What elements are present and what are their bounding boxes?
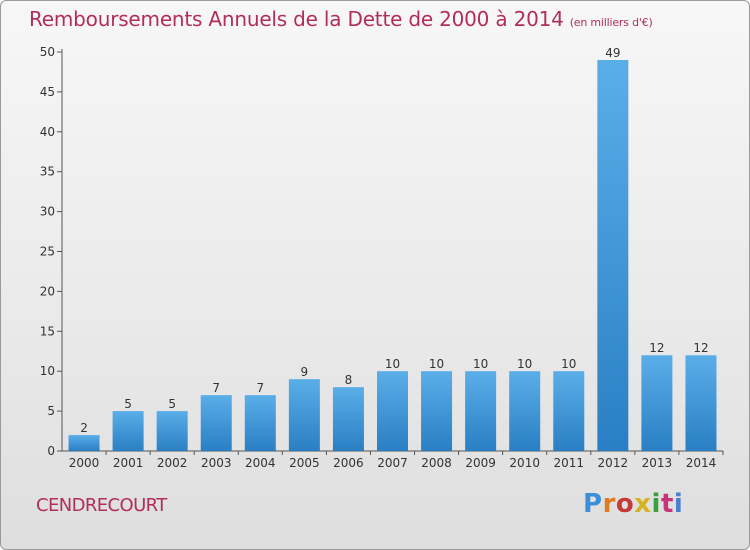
logo-letter: i — [651, 489, 661, 519]
y-tick-label: 5 — [47, 404, 55, 418]
logo-letter: t — [660, 489, 674, 519]
data-label-2003: 7 — [212, 381, 220, 395]
bar-2006 — [332, 387, 364, 451]
bar-2004 — [244, 395, 276, 451]
x-tick-label-2004: 2004 — [245, 456, 276, 470]
data-label-2013: 12 — [649, 341, 664, 355]
chart-subtitle: (en milliers d'€) — [569, 16, 653, 29]
bar-2007 — [377, 371, 408, 451]
labels: 2000 2 2001 5 2002 5 2003 7 2004 7 2005 9 2006 8 2007 1… — [69, 46, 716, 470]
logo-letter: i — [673, 489, 684, 519]
x-tick-label-2003: 2003 — [201, 456, 232, 470]
bar-2013 — [641, 355, 673, 451]
data-label-2001: 5 — [124, 397, 132, 411]
y-tick-label: 45 — [40, 85, 55, 99]
city-name: CENDRECOURT — [36, 495, 167, 516]
x-tick-label-2006: 2006 — [333, 456, 364, 470]
proxiti-logo: Proxiti — [583, 489, 683, 519]
x-tick-label-2009: 2009 — [465, 456, 496, 470]
logo-letter: o — [615, 489, 635, 519]
data-label-2005: 9 — [301, 365, 309, 379]
x-tick-label-2012: 2012 — [598, 456, 629, 470]
bar-2005 — [288, 379, 320, 451]
x-tick-label-2010: 2010 — [509, 456, 540, 470]
logo-letter: r — [602, 489, 616, 519]
bar-2010 — [509, 371, 541, 451]
x-tick-label-2011: 2011 — [553, 456, 584, 470]
y-tick-label: 10 — [40, 364, 55, 378]
x-tick-label-2014: 2014 — [686, 456, 717, 470]
x-tick-label-2002: 2002 — [157, 456, 188, 470]
y-tick-label: 15 — [40, 324, 55, 338]
bar-2008 — [421, 371, 453, 451]
data-label-2002: 5 — [168, 397, 176, 411]
bar-2000 — [68, 435, 100, 451]
chart-title-block: Remboursements Annuels de la Dette de 20… — [29, 7, 653, 31]
bar-2001 — [112, 411, 144, 451]
data-label-2010: 10 — [517, 357, 532, 371]
x-tick-label-2008: 2008 — [421, 456, 452, 470]
data-label-2006: 8 — [345, 373, 353, 387]
y-tick-label: 0 — [47, 444, 55, 458]
x-tick-label-2001: 2001 — [113, 456, 144, 470]
bar-2002 — [156, 411, 188, 451]
data-label-2007: 10 — [385, 357, 400, 371]
bar-2011 — [553, 371, 585, 451]
x-tick-label-2005: 2005 — [289, 456, 320, 470]
bar-2009 — [465, 371, 497, 451]
y-tick-label: 50 — [40, 45, 55, 59]
y-tick-label: 20 — [40, 284, 55, 298]
bar-2012 — [597, 59, 629, 451]
data-label-2011: 10 — [561, 357, 576, 371]
y-tick-label: 25 — [40, 245, 55, 259]
bar-2014 — [685, 355, 717, 451]
x-tick-label-2000: 2000 — [69, 456, 100, 470]
y-tick-label: 35 — [40, 165, 55, 179]
data-label-2012: 49 — [605, 46, 620, 60]
bar-2003 — [200, 395, 232, 451]
y-tick-label: 40 — [40, 125, 55, 139]
chart-title: Remboursements Annuels de la Dette de 20… — [29, 7, 564, 31]
logo-letter: x — [634, 489, 652, 519]
data-label-2009: 10 — [473, 357, 488, 371]
data-label-2000: 2 — [80, 421, 88, 435]
data-label-2008: 10 — [429, 357, 444, 371]
x-tick-label-2007: 2007 — [377, 456, 408, 470]
y-tick-label: 30 — [40, 205, 55, 219]
x-tick-label-2013: 2013 — [642, 456, 673, 470]
logo-letter: P — [583, 489, 603, 519]
bars — [68, 59, 717, 451]
data-label-2014: 12 — [693, 341, 708, 355]
data-label-2004: 7 — [256, 381, 264, 395]
